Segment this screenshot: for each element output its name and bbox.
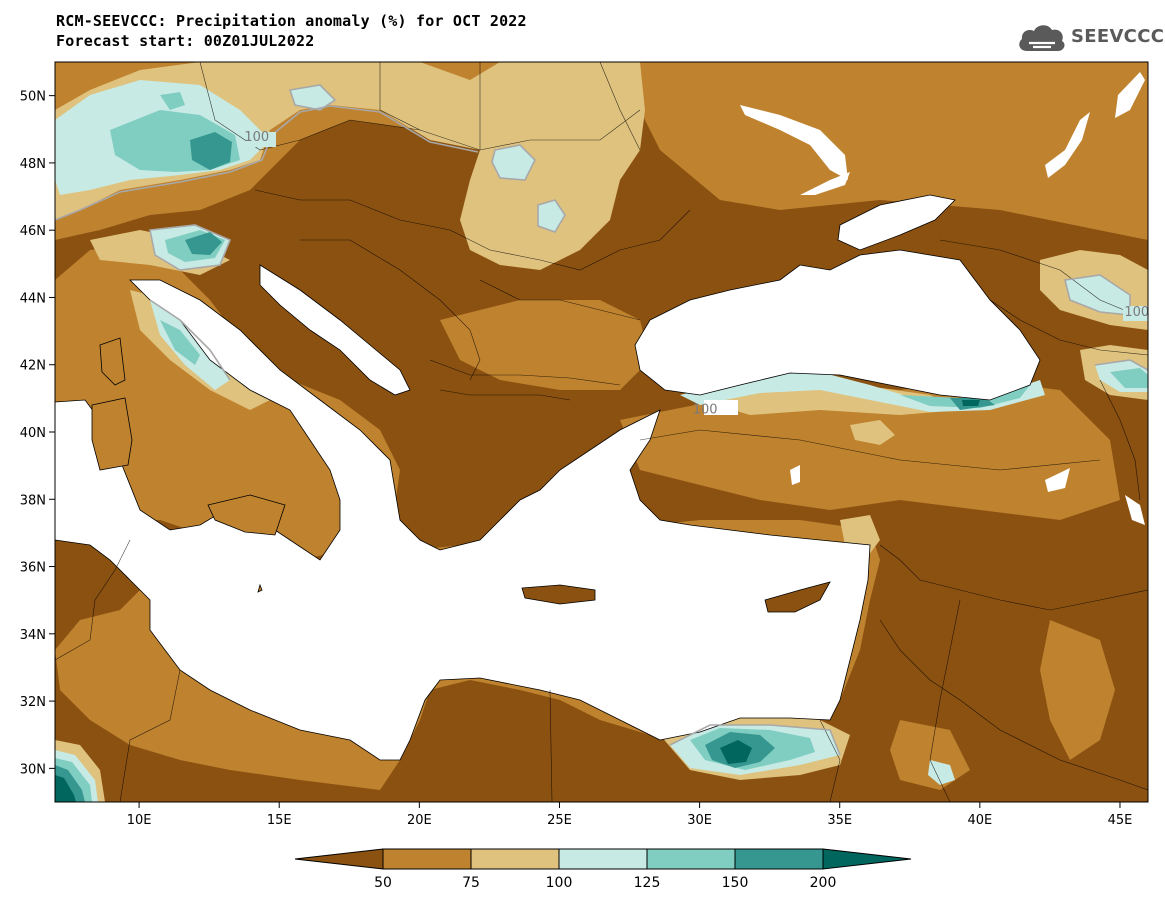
contour-lines — [55, 84, 1148, 756]
lat-tick-label: 32N — [20, 695, 46, 710]
colorbar-segment — [382, 848, 472, 870]
anomaly-field: 100 100 100 — [55, 62, 1149, 802]
colorbar-label: 50 — [374, 875, 392, 891]
contour-label: 100 — [244, 130, 269, 145]
colorbar-label: 100 — [546, 875, 573, 891]
lat-tick-label: 30N — [20, 762, 46, 777]
colorbar-low-triangle — [294, 848, 384, 870]
lat-tick-label: 46N — [20, 224, 46, 239]
contour-label: 100 — [693, 402, 718, 417]
colorbar-segment — [558, 848, 648, 870]
country-borders — [55, 62, 1148, 802]
islands — [91, 337, 831, 613]
contour-label: 100 — [1124, 305, 1149, 320]
lat-tick-label: 38N — [20, 493, 46, 508]
colorbar-segment — [470, 848, 560, 870]
lon-tick-label: 15E — [267, 813, 292, 828]
colorbar-label: 150 — [722, 875, 749, 891]
lon-tick-label: 25E — [547, 813, 572, 828]
colorbar-label: 125 — [634, 875, 661, 891]
lat-tick-label: 44N — [20, 291, 46, 306]
colorbar: 50 75 100 125 150 200 — [294, 848, 912, 891]
colorbar-label: 75 — [462, 875, 480, 891]
cloud-icon — [1019, 25, 1065, 51]
lon-tick-label: 35E — [827, 813, 852, 828]
lat-tick-label: 34N — [20, 628, 46, 643]
lakes — [740, 72, 1145, 525]
colorbar-segment — [734, 848, 824, 870]
anomaly-band-above-200 — [55, 400, 980, 802]
longitude-axis: 10E 15E 20E 25E 30E 35E 40E 45E — [127, 802, 1133, 828]
lon-tick-label: 20E — [407, 813, 432, 828]
forecast-start-subtitle: Forecast start: 00Z01JUL2022 — [56, 32, 315, 50]
colorbar-high-triangle — [822, 848, 912, 870]
lat-tick-label: 36N — [20, 561, 46, 576]
lon-tick-label: 30E — [687, 813, 712, 828]
logo-text: SEEVCCC — [1071, 26, 1165, 47]
lat-tick-label: 48N — [20, 157, 46, 172]
lon-tick-label: 10E — [127, 813, 152, 828]
contour-labels: 100 100 100 — [244, 130, 1149, 417]
lat-tick-label: 50N — [20, 90, 46, 105]
lat-tick-label: 40N — [20, 426, 46, 441]
seevccc-logo: SEEVCCC — [1015, 18, 1164, 58]
colorbar-segment — [646, 848, 736, 870]
latitude-axis: 30N 32N 34N 36N 38N 40N 42N 44N 46N 48N 50N — [20, 90, 55, 777]
map-title: RCM-SEEVCCC: Precipitation anomaly (%) f… — [56, 12, 527, 30]
colorbar-label: 200 — [810, 875, 837, 891]
lon-tick-label: 45E — [1108, 813, 1133, 828]
lon-tick-label: 40E — [967, 813, 992, 828]
sea-mask — [55, 194, 1041, 761]
lat-tick-label: 42N — [20, 359, 46, 374]
